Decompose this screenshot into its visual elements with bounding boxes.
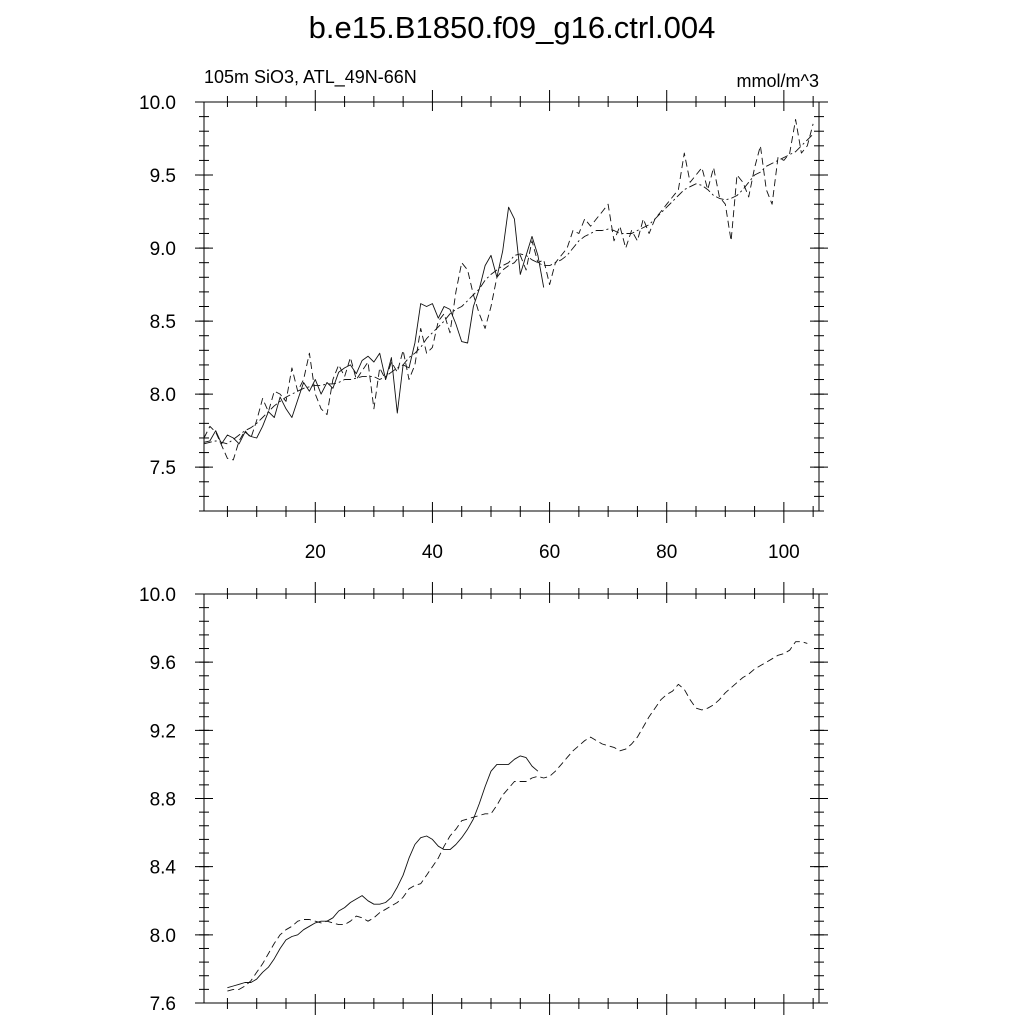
- top-plot-frame: [203, 101, 820, 512]
- top-panel-subtitle-right: mmol/m^3: [737, 71, 819, 91]
- top-ytick-label: 8.0: [150, 385, 176, 406]
- top-panel-ticks: 7.5 8.0 8.5 9.0 9.5 10.0 20 40 60 80 100: [139, 90, 828, 563]
- bottom-series-solid-line: [227, 755, 539, 989]
- bottom-ytick-label: 9.2: [150, 721, 176, 742]
- bottom-panel-series: [227, 641, 808, 992]
- chart-title: b.e15.B1850.f09_g16.ctrl.004: [309, 10, 716, 45]
- top-xtick-label: 40: [422, 542, 443, 563]
- top-panel: 105m SiO3, ATL_49N-66N mmol/m^3 7.5 8.0 8.…: [139, 67, 828, 563]
- bottom-series-dashed-line: [227, 641, 808, 992]
- bottom-plot-frame: [203, 593, 820, 1004]
- top-xtick-label: 100: [768, 542, 800, 563]
- bottom-ytick-label: 9.6: [150, 653, 176, 674]
- top-xtick-label: 80: [656, 542, 677, 563]
- bottom-ytick-label: 8.0: [150, 926, 176, 947]
- bottom-ytick-label: 8.4: [150, 858, 177, 879]
- top-ytick-label: 7.5: [150, 458, 176, 479]
- top-series-solid-line: [203, 206, 545, 445]
- bottom-ytick-label: 7.6: [150, 994, 176, 1015]
- top-series-dashdot-line: [203, 133, 814, 445]
- top-ytick-label: 8.5: [150, 312, 176, 333]
- top-xtick-label: 60: [539, 542, 560, 563]
- bottom-panel-ticks: 7.6 8.0 8.4 8.8 9.2 9.6 10.0: [139, 582, 828, 1015]
- top-ytick-label: 9.0: [150, 239, 176, 260]
- top-ytick-label: 10.0: [139, 93, 176, 114]
- top-series-dashed-line: [203, 119, 814, 461]
- top-ytick-label: 9.5: [150, 166, 176, 187]
- bottom-ytick-label: 8.8: [150, 790, 176, 811]
- top-xtick-label: 20: [305, 542, 326, 563]
- bottom-panel: 7.6 8.0 8.4 8.8 9.2 9.6 10.0: [139, 582, 828, 1015]
- top-panel-series: [203, 119, 814, 461]
- bottom-ytick-label: 10.0: [139, 585, 176, 606]
- top-panel-subtitle-left: 105m SiO3, ATL_49N-66N: [204, 67, 417, 88]
